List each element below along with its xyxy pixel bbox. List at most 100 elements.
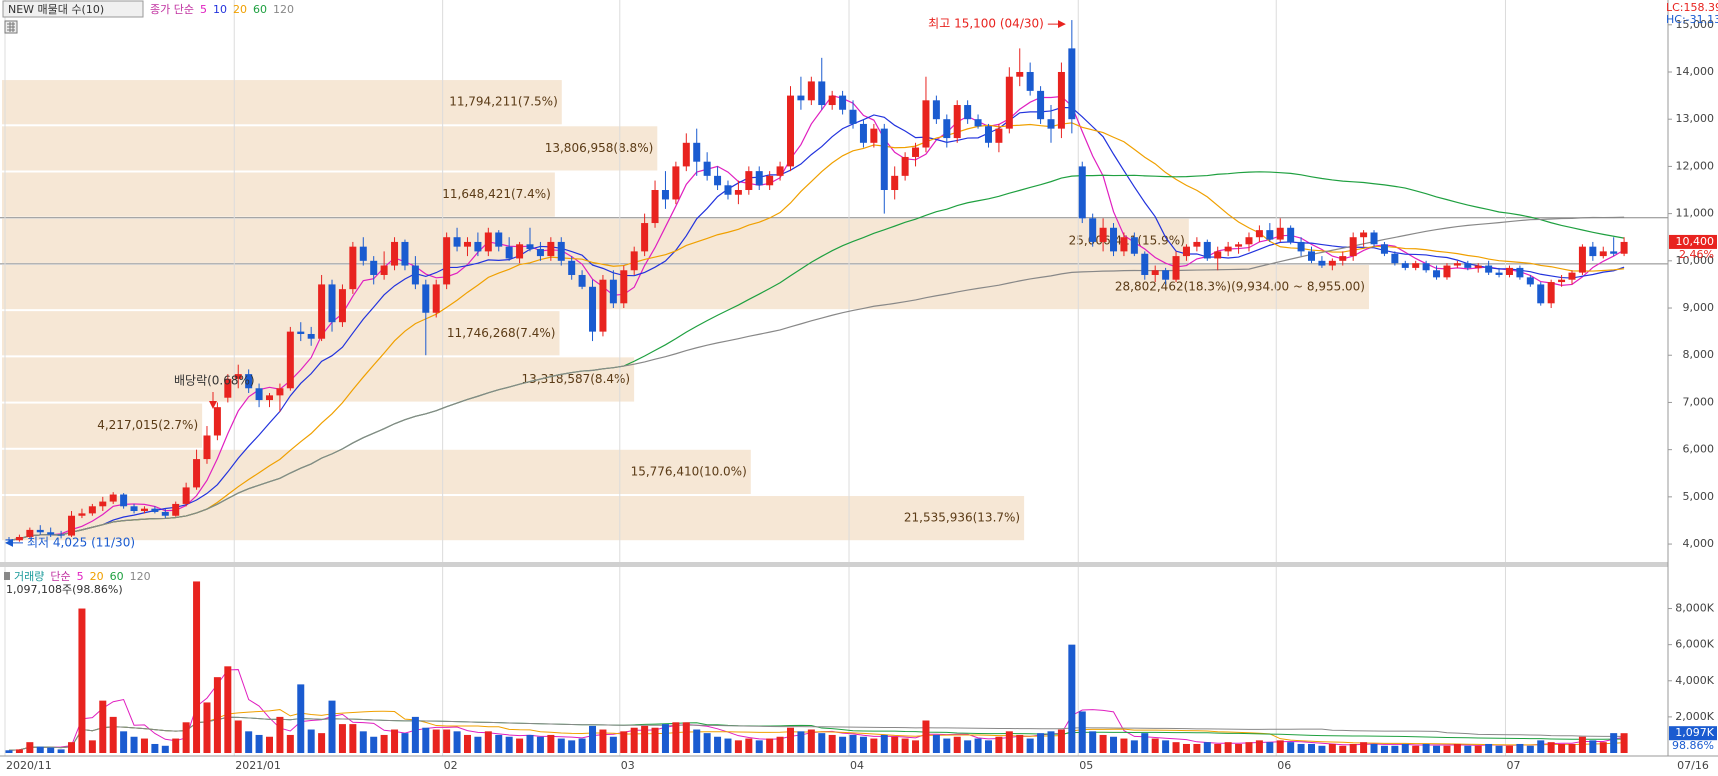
candle-body bbox=[1026, 71, 1034, 91]
candle-body bbox=[130, 506, 138, 512]
candle-body bbox=[672, 166, 680, 200]
x-tick-label: 03 bbox=[621, 759, 635, 772]
volume-bar bbox=[182, 722, 190, 753]
candle-body bbox=[422, 284, 430, 313]
candle-body bbox=[99, 501, 107, 507]
candle-body bbox=[1464, 263, 1472, 268]
candle-body bbox=[5, 539, 13, 541]
volume-bar bbox=[932, 734, 940, 753]
candle-body bbox=[547, 241, 555, 257]
volume-bar bbox=[1047, 731, 1055, 753]
candle-body bbox=[203, 435, 211, 460]
candle-body bbox=[1433, 270, 1441, 278]
candle-body bbox=[359, 246, 367, 261]
volume-bar bbox=[161, 745, 169, 753]
candle-body bbox=[526, 244, 534, 250]
y-tick-label: 15,000 bbox=[1676, 18, 1715, 31]
volume-profile: 21,535,936(13.7%) 15,776,410(10.0%) 4,217,… bbox=[0, 80, 1668, 541]
candle-body bbox=[161, 511, 169, 516]
candle-body bbox=[641, 223, 649, 252]
candle-body bbox=[318, 284, 326, 339]
ma-legend-item: 20 bbox=[233, 3, 247, 16]
candle-body bbox=[1068, 48, 1076, 120]
volume-bar bbox=[1526, 745, 1534, 753]
volume-bar bbox=[495, 734, 503, 753]
volume-bar bbox=[1266, 742, 1274, 753]
profile-band bbox=[2, 172, 555, 217]
volume-bar bbox=[682, 722, 690, 753]
volume-bar bbox=[78, 608, 86, 753]
candle-body bbox=[1203, 241, 1211, 259]
candle-body bbox=[78, 513, 86, 516]
candle-body bbox=[1558, 279, 1566, 283]
volume-bar bbox=[672, 722, 680, 753]
volume-bar bbox=[505, 736, 513, 753]
volume-tick-label: 4,000K bbox=[1675, 674, 1714, 687]
profile-band-label: 11,746,268(7.4%) bbox=[447, 326, 556, 340]
volume-ma-legend-item: 20 bbox=[90, 570, 104, 583]
candle-body bbox=[1349, 237, 1357, 257]
profile-band-label: 4,217,015(2.7%) bbox=[97, 418, 198, 432]
volume-bar bbox=[432, 729, 440, 753]
volume-bar bbox=[26, 742, 34, 753]
candle-body bbox=[807, 81, 815, 101]
volume-bar bbox=[1391, 745, 1399, 753]
candle-body bbox=[964, 105, 972, 120]
volume-bar bbox=[286, 734, 294, 753]
candle-body bbox=[828, 95, 836, 106]
candle-body bbox=[1620, 241, 1628, 254]
volume-bar bbox=[870, 738, 878, 753]
ma-legend-item: 10 bbox=[213, 3, 227, 16]
candle-body bbox=[1391, 253, 1399, 264]
candle-body bbox=[1047, 119, 1055, 129]
volume-bar bbox=[120, 731, 128, 753]
lc-label: LC:158.39 bbox=[1666, 1, 1718, 14]
volume-moving-average bbox=[8, 709, 1625, 751]
candle-body bbox=[536, 249, 544, 257]
volume-bar bbox=[661, 724, 669, 753]
candle-body bbox=[307, 333, 315, 339]
candle-body bbox=[568, 260, 576, 275]
y-tick-label: 7,000 bbox=[1683, 395, 1715, 408]
candle-body bbox=[870, 128, 878, 143]
y-tick-label: 14,000 bbox=[1676, 65, 1715, 78]
profile-band-label: 21,535,936(13.7%) bbox=[904, 511, 1020, 525]
volume-bar bbox=[57, 749, 65, 753]
candle-body bbox=[1182, 246, 1190, 257]
volume-bar bbox=[1599, 742, 1607, 753]
candle-body bbox=[505, 246, 513, 259]
volume-bar bbox=[1182, 743, 1190, 753]
candle-body bbox=[1214, 251, 1222, 259]
volume-tick-label: 6,000K bbox=[1675, 638, 1714, 651]
volume-bar bbox=[912, 740, 920, 753]
volume-bar bbox=[849, 734, 857, 753]
volume-bar bbox=[1505, 745, 1513, 753]
candle-body bbox=[443, 237, 451, 285]
candle-body bbox=[912, 147, 920, 157]
candle-body bbox=[557, 241, 565, 261]
volume-legend-title: 거래량 bbox=[14, 570, 44, 583]
volume-bar bbox=[599, 729, 607, 753]
profile-band bbox=[2, 80, 562, 125]
indicator-label[interactable]: NEW 매물대 수(10) bbox=[8, 3, 104, 16]
candle-body bbox=[432, 284, 440, 313]
indicator-box[interactable] bbox=[2, 0, 144, 18]
candle-body bbox=[1141, 253, 1149, 275]
volume-bar bbox=[1443, 745, 1451, 753]
volume-bar bbox=[1214, 743, 1222, 753]
candle-body bbox=[276, 388, 284, 396]
candle-body bbox=[724, 185, 732, 195]
volume-bar bbox=[828, 734, 836, 753]
candle-body bbox=[599, 279, 607, 332]
volume-bar bbox=[245, 731, 253, 753]
volume-bar bbox=[307, 729, 315, 753]
candle-body bbox=[818, 81, 826, 106]
volume-bar bbox=[1464, 745, 1472, 753]
candle-body bbox=[213, 407, 221, 436]
candle-body bbox=[1224, 246, 1232, 252]
candle-body bbox=[245, 374, 253, 389]
volume-bar bbox=[641, 725, 649, 753]
x-tick-label: 07 bbox=[1506, 759, 1520, 772]
dividend-label: 배당락(0.68%) bbox=[174, 374, 255, 388]
candle-body bbox=[651, 190, 659, 224]
